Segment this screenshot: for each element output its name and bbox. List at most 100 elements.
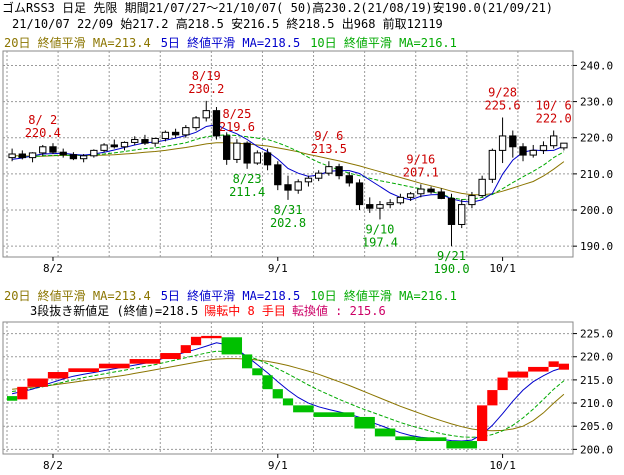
x-tick-label: 8/2 — [43, 262, 63, 275]
candle-body-down — [447, 197, 456, 225]
brick-up — [201, 335, 222, 339]
brick-down — [446, 441, 478, 449]
candle-body-down — [274, 164, 282, 186]
annotation-date: 8/ 2 — [28, 113, 57, 127]
candle — [90, 149, 98, 158]
candle — [243, 141, 251, 169]
legend-ma5: 5日 終値平滑 MA=218.5 — [161, 288, 300, 303]
ma10-line — [12, 350, 565, 438]
annotation-value: 197.4 — [362, 235, 398, 249]
y-tick-label: 210.0 — [580, 168, 613, 181]
candle-body-up — [325, 166, 333, 174]
brick-down — [354, 416, 375, 429]
candle — [28, 152, 37, 163]
x-tick-label: 8/2 — [43, 459, 63, 472]
annotation-value: 220.4 — [25, 126, 61, 140]
annotation-date: 9/10 — [366, 222, 395, 236]
candle-body-up — [458, 204, 466, 225]
chart-area: 20日 終値平滑 MA=213.4 5日 終値平滑 MA=218.5 10日 終値平… — [2, 35, 613, 472]
candle — [131, 136, 139, 145]
candle — [376, 200, 384, 220]
candle — [509, 130, 517, 158]
candle-body-up — [79, 155, 88, 160]
candle — [458, 199, 466, 229]
candle — [100, 143, 108, 153]
candle — [253, 150, 262, 165]
candle — [110, 139, 118, 149]
candle-body-up — [478, 178, 486, 197]
candle-body-up — [233, 142, 241, 160]
candle — [212, 107, 221, 140]
candle — [550, 130, 558, 149]
annotation-date: 9/16 — [406, 152, 435, 166]
candle-body-up — [488, 149, 497, 180]
plot-frame — [2, 321, 574, 455]
brick-up — [98, 363, 130, 369]
brick-up — [68, 368, 99, 373]
brick-down — [252, 368, 263, 376]
candle-body-up — [529, 149, 537, 156]
candle-body-up — [417, 188, 425, 195]
legend-ma10: 10日 終値平滑 MA=216.1 — [310, 288, 457, 303]
candle-body-down — [437, 191, 445, 199]
y-tick-label: 190.0 — [580, 240, 613, 253]
y-tick-label: 210.0 — [580, 397, 613, 410]
candle — [223, 132, 231, 165]
legend-ma10: 10日 終値平滑 MA=216.1 — [310, 35, 457, 50]
header-summary-line: ゴムRSS3 日足 先限 期間21/07/27～21/10/07( 50)高23… — [2, 1, 554, 15]
candle — [120, 141, 129, 151]
legend-ma20: 20日 終値平滑 MA=213.4 — [4, 288, 151, 303]
y-tick-label: 215.0 — [580, 374, 613, 387]
brick-down — [221, 337, 243, 355]
candle — [427, 186, 435, 194]
brick-up — [507, 371, 529, 378]
info-line: 3段抜き新値足 (終値)=218.5 陽転中 8 手目 転換値 : 215.6 — [30, 303, 386, 318]
candle-body-up — [560, 142, 568, 149]
candle-body-down — [509, 135, 517, 148]
brick-up — [27, 378, 48, 387]
candle — [49, 143, 57, 154]
candle-body-up — [100, 144, 108, 151]
brick-up — [548, 361, 559, 367]
legend-ma20: 20日 終値平滑 MA=213.4 — [4, 35, 151, 50]
brick-up — [528, 366, 549, 372]
candle — [294, 179, 302, 194]
candle-body-up — [498, 135, 507, 151]
candle-body-down — [355, 182, 364, 206]
candle — [161, 130, 170, 142]
annotation-value: 219.6 — [219, 120, 255, 134]
brick-down — [262, 375, 273, 390]
candle-body-up — [202, 110, 210, 119]
candle — [366, 197, 374, 213]
annotation-date: 8/23 — [233, 172, 262, 186]
brick-down — [242, 354, 253, 369]
annotation-date: 9/21 — [437, 249, 466, 263]
brick-up — [497, 377, 508, 391]
candle-body-up — [550, 135, 558, 147]
annotation-date: 8/31 — [274, 203, 303, 217]
candle-body-down — [243, 142, 251, 164]
annotation-date: 8/25 — [222, 107, 251, 121]
brick-up — [47, 372, 69, 379]
legend: 20日 終値平滑 MA=213.4 5日 終値平滑 MA=218.5 10日 終値平… — [4, 35, 457, 50]
candle-body-down — [335, 166, 343, 177]
ma5-line — [11, 342, 565, 442]
annotation-date: 8/19 — [192, 69, 221, 83]
candle — [182, 125, 190, 138]
candle — [478, 175, 486, 198]
candle-body-up — [253, 152, 262, 164]
candle — [79, 154, 88, 163]
candle — [39, 144, 47, 156]
y-tick-label: 220.0 — [580, 132, 613, 145]
annotation-value: 230.2 — [188, 82, 224, 96]
candle — [69, 152, 78, 161]
candle-body-up — [8, 153, 16, 159]
candle — [447, 193, 456, 247]
candle-body-down — [263, 152, 272, 166]
candle-body-up — [376, 204, 384, 209]
brick-down — [293, 405, 314, 413]
candle-body-up — [468, 195, 476, 206]
candle — [345, 172, 353, 187]
candle-body-down — [284, 184, 292, 191]
x-tick-label: 10/1 — [489, 262, 516, 275]
